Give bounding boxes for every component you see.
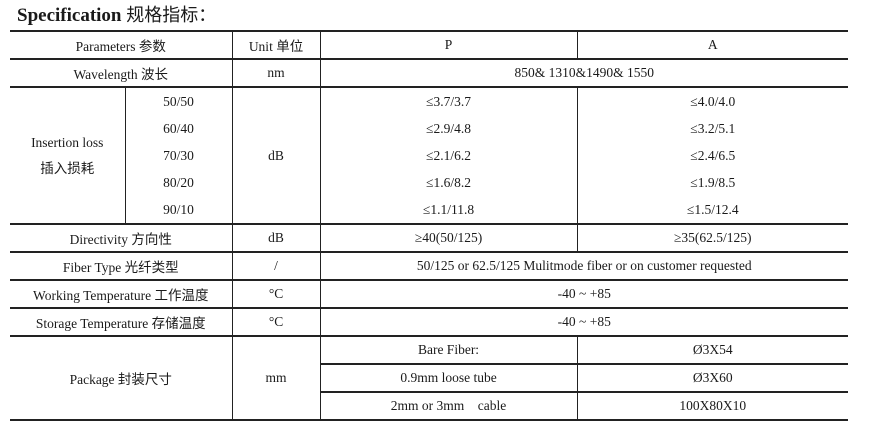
insertion-loss-row: 80/20 ≤1.6/8.2 ≤1.9/8.5 (10, 169, 849, 196)
package-size: Ø3X60 (576, 363, 849, 392)
p-value: ≤2.1/6.2 (319, 142, 578, 169)
fiber-type-value: 50/125 or 62.5/125 Mulitmode fiber or on… (319, 251, 849, 280)
storage-temp-value: -40 ~ +85 (319, 307, 849, 336)
header-unit: Unit 单位 (231, 30, 321, 59)
p-value: ≤2.9/4.8 (319, 115, 578, 142)
fiber-type-unit: / (231, 251, 321, 280)
a-value: ≤2.4/6.5 (576, 142, 849, 169)
title-en: Specification (17, 5, 122, 26)
package-row: 2mm or 3mm cable 100X80X10 (10, 391, 849, 421)
working-temp-unit: °C (231, 279, 321, 308)
insertion-loss-row: Insertion loss 插入损耗 50/50 dB ≤3.7/3.7 ≤4.… (10, 86, 849, 224)
ratio: 60/40 (124, 115, 233, 142)
a-value: ≤3.2/5.1 (576, 115, 849, 142)
p-value: ≤1.1/11.8 (319, 196, 578, 224)
insertion-loss-label-en: Insertion loss (31, 134, 104, 150)
working-temp-row: Working Temperature 工作温度 °C -40 ~ +85 (10, 279, 849, 308)
package-label: Package 封装尺寸 (10, 335, 233, 421)
wavelength-row: Wavelength 波长 nm 850& 1310&1490& 1550 (10, 58, 849, 87)
p-value: ≤3.7/3.7 (319, 86, 578, 115)
fiber-type-row: Fiber Type 光纤类型 / 50/125 or 62.5/125 Mul… (10, 251, 849, 280)
ratio: 50/50 (124, 86, 233, 115)
a-value: ≤1.5/12.4 (576, 196, 849, 224)
title-cn: 规格指标： (126, 5, 217, 25)
directivity-a: ≥35(62.5/125) (576, 223, 849, 252)
directivity-unit: dB (231, 223, 321, 252)
package-size: 100X80X10 (576, 391, 849, 421)
ratio: 80/20 (124, 169, 233, 196)
directivity-p: ≥40(50/125) (319, 223, 578, 252)
wavelength-unit: nm (231, 58, 321, 87)
working-temp-label: Working Temperature 工作温度 (10, 279, 233, 308)
insertion-loss-label-cn: 插入损耗 (40, 160, 95, 176)
insertion-loss-row: 90/10 ≤1.1/11.8 ≤1.5/12.4 (10, 196, 849, 224)
a-value: ≤4.0/4.0 (576, 86, 849, 115)
package-type: 2mm or 3mm cable (319, 391, 578, 421)
fiber-type-label: Fiber Type 光纤类型 (10, 251, 233, 280)
ratio: 70/30 (124, 142, 233, 169)
specification-table: Parameters 参数 Unit 单位 P A Wavelength 波长 … (10, 30, 849, 421)
package-row: 0.9mm loose tube Ø3X60 (10, 363, 849, 392)
package-size: Ø3X54 (576, 335, 849, 364)
header-a: A (576, 30, 849, 59)
package-unit: mm (231, 335, 321, 421)
storage-temp-unit: °C (231, 307, 321, 336)
package-type: 0.9mm loose tube (319, 363, 578, 392)
insertion-loss-unit: dB (231, 86, 321, 224)
wavelength-value: 850& 1310&1490& 1550 (319, 58, 849, 87)
header-parameters: Parameters 参数 (10, 30, 233, 59)
ratio: 90/10 (124, 196, 233, 224)
insertion-loss-label: Insertion loss 插入损耗 (10, 86, 126, 224)
package-type: Bare Fiber: (319, 335, 578, 364)
wavelength-label: Wavelength 波长 (10, 58, 233, 87)
header-p: P (319, 30, 578, 59)
page-title: Specification 规格指标： (17, 4, 216, 27)
working-temp-value: -40 ~ +85 (319, 279, 849, 308)
insertion-loss-row: 70/30 ≤2.1/6.2 ≤2.4/6.5 (10, 142, 849, 169)
a-value: ≤1.9/8.5 (576, 169, 849, 196)
package-row: Package 封装尺寸 mm Bare Fiber: Ø3X54 (10, 335, 849, 421)
storage-temp-label: Storage Temperature 存储温度 (10, 307, 233, 336)
directivity-row: Directivity 方向性 dB ≥40(50/125) ≥35(62.5/… (10, 223, 849, 252)
header-row: Parameters 参数 Unit 单位 P A (10, 30, 849, 59)
directivity-label: Directivity 方向性 (10, 223, 233, 252)
insertion-loss-row: 60/40 ≤2.9/4.8 ≤3.2/5.1 (10, 115, 849, 142)
storage-temp-row: Storage Temperature 存储温度 °C -40 ~ +85 (10, 307, 849, 336)
p-value: ≤1.6/8.2 (319, 169, 578, 196)
